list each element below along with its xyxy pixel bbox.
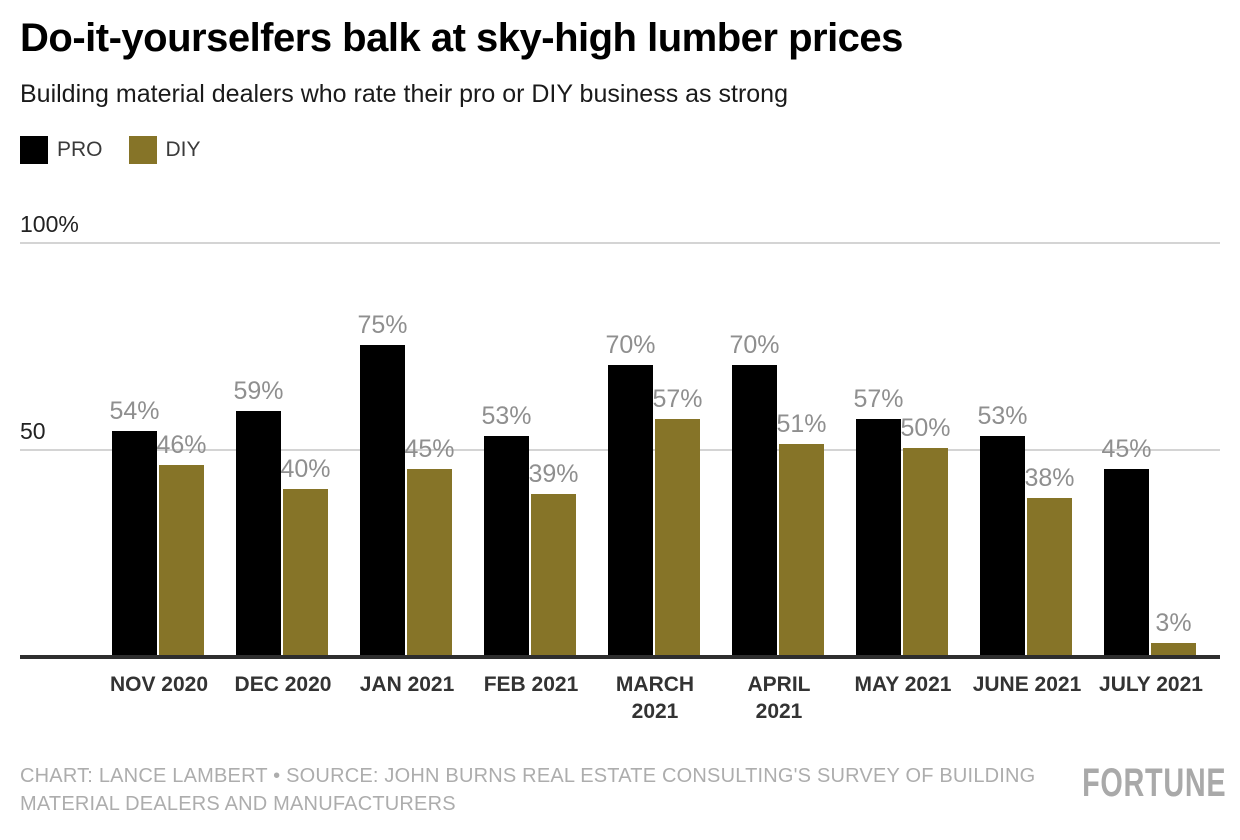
value-label-diy-jan-2021: 45%: [404, 434, 455, 463]
bar-diy-march-2021: 57%: [652, 385, 703, 655]
bar-diy-dec-2020: 40%: [280, 455, 331, 655]
bar-diy-may-2021: 50%: [900, 414, 951, 655]
x-axis-tick-nov-2020: NOV 2020: [109, 673, 209, 696]
fortune-logo: FORTUNE: [1081, 761, 1226, 805]
value-label-diy-april-2021: 51%: [776, 409, 827, 438]
chart-subtitle: Building material dealers who rate their…: [20, 80, 788, 108]
bar-pro-dec-2020: 59%: [233, 377, 284, 655]
legend-label-diy: DIY: [165, 138, 201, 161]
bar-diy-nov-2020: 46%: [156, 431, 207, 655]
y-axis-tick-100: 100%: [20, 211, 79, 237]
bar-diy-feb-2021: 39%: [528, 460, 579, 655]
value-label-diy-nov-2020: 46%: [156, 430, 207, 459]
legend-swatch-pro: [20, 136, 48, 164]
bar-pro-july-2021: 45%: [1101, 435, 1152, 655]
source-credit: CHART: LANCE LAMBERT • SOURCE: JOHN BURN…: [20, 765, 1036, 815]
x-axis-tick-dec-2020: DEC 2020: [234, 673, 332, 696]
legend-item-pro: PRO: [20, 136, 103, 164]
value-label-diy-feb-2021: 39%: [528, 459, 579, 488]
value-label-diy-june-2021: 38%: [1024, 463, 1075, 492]
bar-pro-jan-2021: 75%: [357, 311, 408, 655]
value-label-pro-july-2021: 45%: [1101, 434, 1152, 463]
value-label-pro-nov-2020: 54%: [109, 397, 160, 426]
chart-title: Do-it-yourselfers balk at sky-high lumbe…: [20, 16, 903, 60]
x-axis-tick-july-2021: JULY 2021: [1099, 673, 1203, 696]
legend-item-diy: DIY: [128, 136, 201, 164]
legend-label-pro: PRO: [57, 138, 103, 161]
bar-pro-june-2021: 53%: [977, 402, 1028, 655]
bar-pro-feb-2021: 53%: [481, 402, 532, 655]
bar-diy-june-2021: 38%: [1024, 464, 1075, 655]
value-label-pro-feb-2021: 53%: [481, 401, 532, 430]
value-label-diy-may-2021: 50%: [900, 414, 951, 442]
legend: PRO DIY: [20, 136, 227, 164]
x-axis-tick-june-2021: JUNE 2021: [972, 673, 1082, 696]
value-label-pro-jan-2021: 75%: [357, 310, 408, 339]
bar-diy-july-2021: 3%: [1151, 609, 1196, 655]
value-label-diy-march-2021: 57%: [652, 385, 703, 414]
bar-pro-march-2021: 70%: [605, 331, 656, 655]
x-axis-baseline: [20, 655, 1220, 659]
x-axis-tick-march-2021: MARCH 2021: [615, 673, 695, 723]
plot-area: 100% 50 54% 46% NOV 2020 59% 40% DEC 2020 75% 45%…: [20, 211, 1220, 723]
value-label-pro-march-2021: 70%: [605, 331, 656, 360]
bar-pro-nov-2020: 54%: [109, 397, 160, 655]
bar-diy-april-2021: 51%: [776, 410, 827, 655]
bar-diy-jan-2021: 45%: [404, 435, 455, 655]
value-label-pro-april-2021: 70%: [729, 331, 780, 360]
value-label-pro-dec-2020: 59%: [233, 376, 284, 405]
y-axis-tick-50: 50: [20, 418, 46, 444]
x-axis-tick-may-2021: MAY 2021: [854, 673, 952, 696]
legend-swatch-diy: [128, 136, 157, 164]
value-label-diy-dec-2020: 40%: [280, 455, 331, 484]
bar-pro-may-2021: 57%: [853, 385, 904, 655]
value-label-pro-may-2021: 57%: [853, 385, 904, 414]
value-label-pro-june-2021: 53%: [977, 401, 1028, 430]
x-axis-tick-feb-2021: FEB 2021: [483, 673, 579, 696]
x-axis-tick-april-2021: APRIL 2021: [747, 673, 811, 723]
gridline-100: [20, 242, 1220, 244]
bar-pro-april-2021: 70%: [729, 331, 780, 655]
x-axis-tick-jan-2021: JAN 2021: [359, 673, 455, 696]
value-label-diy-july-2021: 3%: [1155, 608, 1192, 637]
